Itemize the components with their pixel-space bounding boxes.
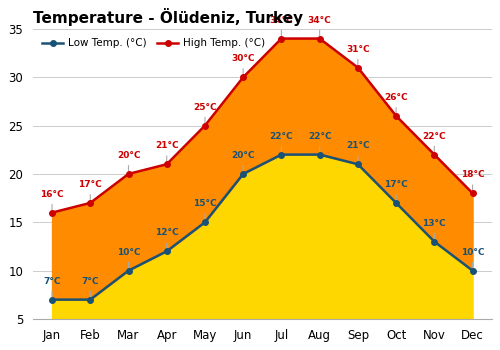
Text: 34°C: 34°C: [270, 16, 293, 36]
Text: 10°C: 10°C: [117, 248, 140, 268]
Text: 30°C: 30°C: [232, 54, 255, 75]
Text: 31°C: 31°C: [346, 45, 370, 65]
Text: 25°C: 25°C: [193, 103, 217, 123]
Text: Temperature - Ölüdeniz, Turkey: Temperature - Ölüdeniz, Turkey: [33, 8, 303, 26]
Text: 34°C: 34°C: [308, 16, 332, 36]
Text: 10°C: 10°C: [461, 248, 484, 268]
Text: 21°C: 21°C: [346, 141, 370, 161]
Text: 17°C: 17°C: [78, 180, 102, 200]
Text: 22°C: 22°C: [422, 132, 446, 152]
Text: 20°C: 20°C: [117, 151, 140, 171]
Text: 15°C: 15°C: [193, 199, 217, 219]
Text: 13°C: 13°C: [422, 219, 446, 239]
Text: 22°C: 22°C: [270, 132, 293, 152]
Legend: Low Temp. (°C), High Temp. (°C): Low Temp. (°C), High Temp. (°C): [38, 34, 270, 52]
Text: 22°C: 22°C: [308, 132, 332, 152]
Text: 7°C: 7°C: [82, 277, 99, 297]
Text: 12°C: 12°C: [155, 229, 178, 248]
Text: 21°C: 21°C: [155, 141, 178, 161]
Text: 17°C: 17°C: [384, 180, 408, 200]
Text: 7°C: 7°C: [44, 277, 61, 297]
Text: 18°C: 18°C: [460, 170, 484, 190]
Text: 16°C: 16°C: [40, 190, 64, 210]
Text: 26°C: 26°C: [384, 93, 408, 113]
Text: 20°C: 20°C: [232, 151, 255, 171]
